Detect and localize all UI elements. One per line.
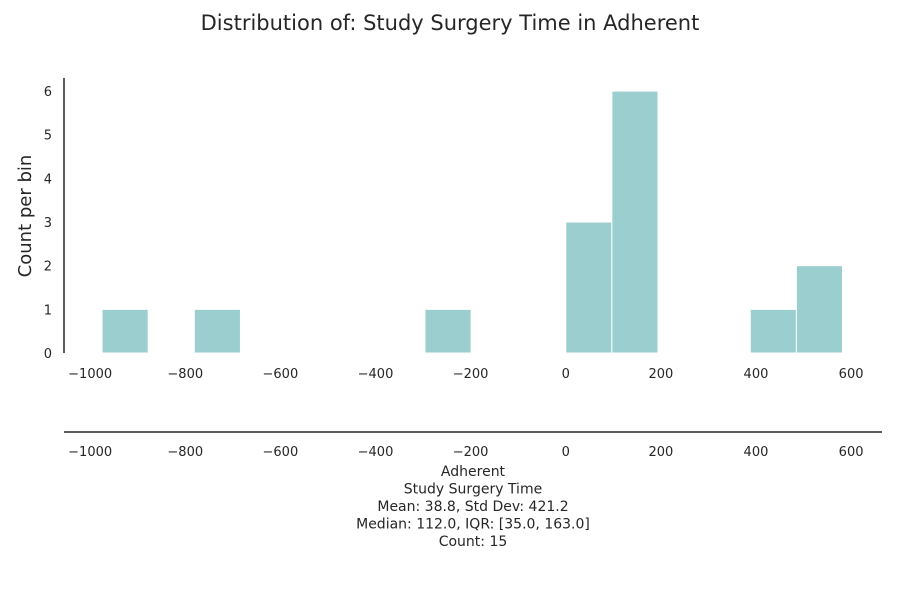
box-axis-tick-label: 200 [648, 445, 673, 460]
y-tick-label: 4 [44, 172, 52, 187]
x-tick-label: −200 [453, 367, 489, 382]
axes-layer: 0 1 2 3 4 5 6 −1000 −800 −600 −400 −200 0 200 400 600 −1… [44, 78, 882, 460]
x-tick-label: 400 [744, 367, 769, 382]
box-axis-tick-label: −400 [358, 445, 394, 460]
summary-line: Study Surgery Time [404, 482, 542, 498]
histogram-bar [424, 308, 472, 354]
box-axis-tick-label: 600 [839, 445, 864, 460]
x-tick-label: −600 [263, 367, 299, 382]
histogram-bar [101, 308, 149, 354]
summary-line: Mean: 38.8, Std Dev: 421.2 [377, 499, 568, 515]
box-axis-tick-label: −200 [453, 445, 489, 460]
y-tick-label: 2 [44, 260, 52, 275]
y-tick-label: 5 [44, 129, 52, 144]
y-tick-label: 3 [44, 216, 52, 231]
x-tick-label: −1000 [68, 367, 112, 382]
summary-line: Count: 15 [439, 534, 508, 550]
y-tick-label: 6 [44, 85, 52, 100]
box-axis-tick-label: 400 [744, 445, 769, 460]
box-axis-tick-label: −1000 [68, 445, 112, 460]
histogram-bar [193, 308, 241, 354]
bars-layer [101, 90, 844, 354]
x-tick-label: −800 [167, 367, 203, 382]
box-axis-tick-label: 0 [562, 445, 570, 460]
box-axis-tick-label: −800 [167, 445, 203, 460]
box-axis-tick-label: −600 [263, 445, 299, 460]
histogram-bar [749, 308, 797, 354]
y-tick-label: 0 [44, 347, 52, 362]
histogram-bar [611, 90, 659, 354]
x-tick-label: −400 [358, 367, 394, 382]
x-tick-label: 200 [648, 367, 673, 382]
x-tick-label: 0 [562, 367, 570, 382]
y-tick-label: 1 [44, 303, 52, 318]
summary-line: Median: 112.0, IQR: [35.0, 163.0] [356, 517, 590, 533]
histogram-bar [565, 221, 613, 354]
x-tick-label: 600 [839, 367, 864, 382]
summary-line: Adherent [441, 464, 506, 480]
y-axis-label: Count per bin [15, 155, 36, 278]
chart-title: Distribution of: Study Surgery Time in A… [201, 11, 700, 35]
histogram-bar [795, 265, 844, 354]
